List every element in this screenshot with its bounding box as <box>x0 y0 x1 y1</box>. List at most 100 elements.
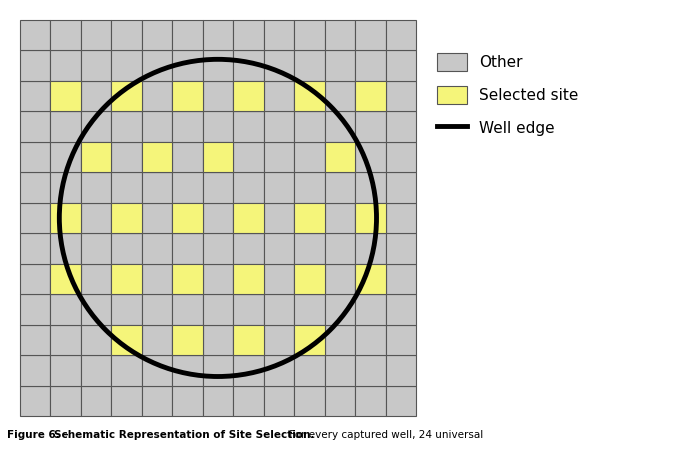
Bar <box>20 142 50 172</box>
Bar <box>264 264 294 294</box>
Bar <box>294 50 325 81</box>
Bar <box>233 81 264 111</box>
Bar <box>264 172 294 202</box>
Bar <box>80 294 111 325</box>
Bar <box>203 50 233 81</box>
Bar <box>50 202 80 233</box>
Bar <box>111 264 142 294</box>
Bar <box>294 202 325 233</box>
Bar <box>203 81 233 111</box>
Bar <box>20 264 50 294</box>
Bar <box>111 81 142 111</box>
Bar <box>355 355 385 385</box>
Bar <box>111 294 142 325</box>
Bar <box>111 81 142 111</box>
Bar <box>355 111 385 142</box>
Bar <box>203 385 233 416</box>
Bar <box>294 81 325 111</box>
Bar <box>294 111 325 142</box>
Bar <box>325 172 355 202</box>
Bar <box>111 172 142 202</box>
Bar <box>294 233 325 264</box>
Bar <box>50 111 80 142</box>
Bar <box>172 111 203 142</box>
Bar <box>294 264 325 294</box>
Bar <box>80 264 111 294</box>
Bar <box>264 355 294 385</box>
Bar <box>203 294 233 325</box>
Bar <box>233 81 264 111</box>
Bar <box>233 20 264 50</box>
Bar <box>355 50 385 81</box>
Bar <box>50 172 80 202</box>
Bar <box>325 142 355 172</box>
Bar <box>142 355 172 385</box>
Bar <box>264 325 294 355</box>
Bar <box>355 20 385 50</box>
Bar <box>172 202 203 233</box>
Bar <box>50 385 80 416</box>
Bar <box>50 81 80 111</box>
Bar <box>172 385 203 416</box>
Bar <box>142 142 172 172</box>
Bar <box>264 20 294 50</box>
Bar <box>142 20 172 50</box>
Bar <box>233 111 264 142</box>
Bar <box>264 111 294 142</box>
Legend: Other, Selected site, Well edge: Other, Selected site, Well edge <box>437 53 579 137</box>
Bar <box>385 325 416 355</box>
Bar <box>172 81 203 111</box>
Bar <box>325 20 355 50</box>
Bar <box>355 202 385 233</box>
Bar <box>20 202 50 233</box>
Bar <box>172 20 203 50</box>
Bar <box>50 20 80 50</box>
Bar <box>294 325 325 355</box>
Bar <box>142 202 172 233</box>
Bar <box>172 294 203 325</box>
Bar <box>172 233 203 264</box>
Bar <box>355 142 385 172</box>
Bar <box>264 202 294 233</box>
Bar <box>355 233 385 264</box>
Bar <box>50 264 80 294</box>
Bar <box>325 264 355 294</box>
Bar <box>264 50 294 81</box>
Bar <box>80 111 111 142</box>
Bar <box>264 81 294 111</box>
Bar <box>325 325 355 355</box>
Bar <box>80 20 111 50</box>
Bar <box>20 355 50 385</box>
Bar <box>355 202 385 233</box>
Bar <box>385 142 416 172</box>
Bar <box>233 50 264 81</box>
Bar <box>50 233 80 264</box>
Bar <box>355 264 385 294</box>
Bar <box>50 202 80 233</box>
Bar <box>50 50 80 81</box>
Bar <box>233 325 264 355</box>
Bar <box>294 355 325 385</box>
Bar <box>355 172 385 202</box>
Bar <box>80 81 111 111</box>
Bar <box>80 385 111 416</box>
Bar <box>294 202 325 233</box>
Bar <box>233 202 264 233</box>
Bar <box>385 172 416 202</box>
Bar <box>294 385 325 416</box>
Bar <box>142 385 172 416</box>
Bar <box>233 172 264 202</box>
Bar <box>142 264 172 294</box>
Bar <box>294 325 325 355</box>
Bar <box>233 142 264 172</box>
Bar <box>50 294 80 325</box>
Bar <box>20 20 50 50</box>
Bar <box>294 172 325 202</box>
Bar <box>355 81 385 111</box>
Bar <box>233 385 264 416</box>
Bar <box>325 202 355 233</box>
Bar <box>233 202 264 233</box>
Bar <box>172 202 203 233</box>
Bar <box>355 81 385 111</box>
Bar <box>203 264 233 294</box>
